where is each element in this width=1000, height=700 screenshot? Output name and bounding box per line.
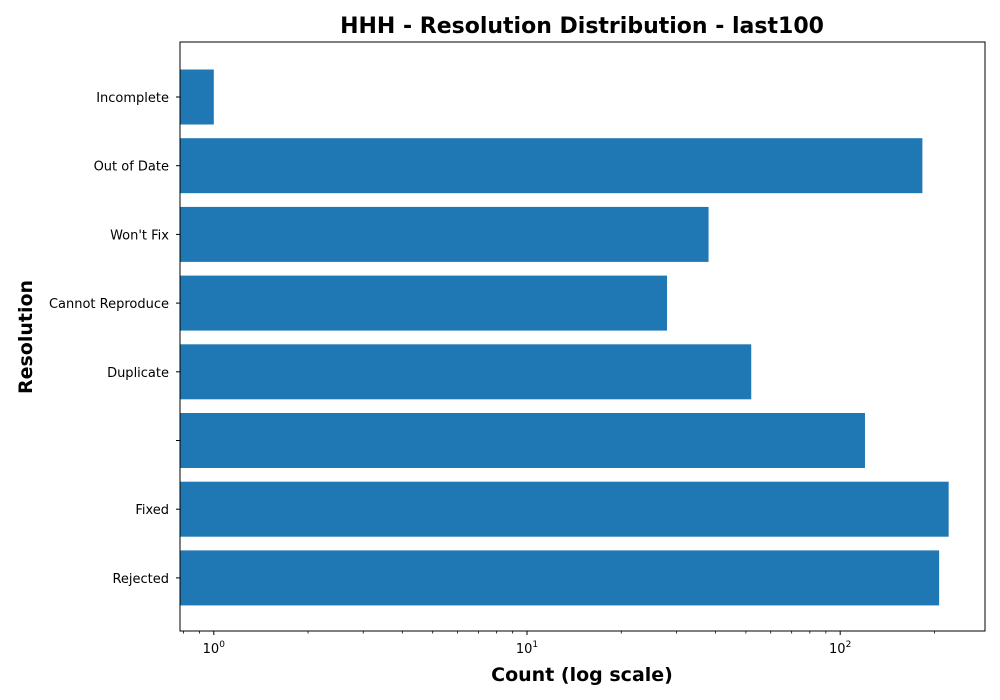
x-axis-label: Count (log scale)	[491, 664, 673, 686]
bar	[180, 344, 752, 400]
y-axis-ticks: Incomplete Out of Date Won't Fix Cannot Rep…	[49, 91, 180, 587]
bar	[180, 206, 709, 262]
x-tick-label: 100	[203, 640, 226, 657]
bar	[180, 69, 214, 125]
x-axis-ticks: 100 101 102	[183, 631, 935, 657]
bar	[180, 413, 865, 468]
y-tick-label: Rejected	[112, 572, 169, 587]
bar	[180, 138, 923, 194]
x-tick-label: 102	[829, 640, 851, 657]
chart-title: HHH - Resolution Distribution - last100	[340, 14, 824, 39]
plot-area-frame	[179, 41, 986, 632]
bars-group	[180, 69, 949, 606]
x-tick-label: 101	[516, 640, 538, 657]
y-tick-label: Duplicate	[107, 366, 169, 381]
bar	[180, 481, 949, 537]
bar	[180, 550, 940, 606]
y-tick-label: Out of Date	[94, 160, 169, 175]
bar	[180, 275, 668, 331]
y-tick-label: Incomplete	[96, 91, 169, 106]
y-tick-label: Fixed	[135, 503, 169, 518]
y-tick-label: Cannot Reproduce	[49, 297, 169, 312]
y-axis-label: Resolution	[15, 280, 37, 394]
y-tick-label: Won't Fix	[110, 228, 169, 243]
